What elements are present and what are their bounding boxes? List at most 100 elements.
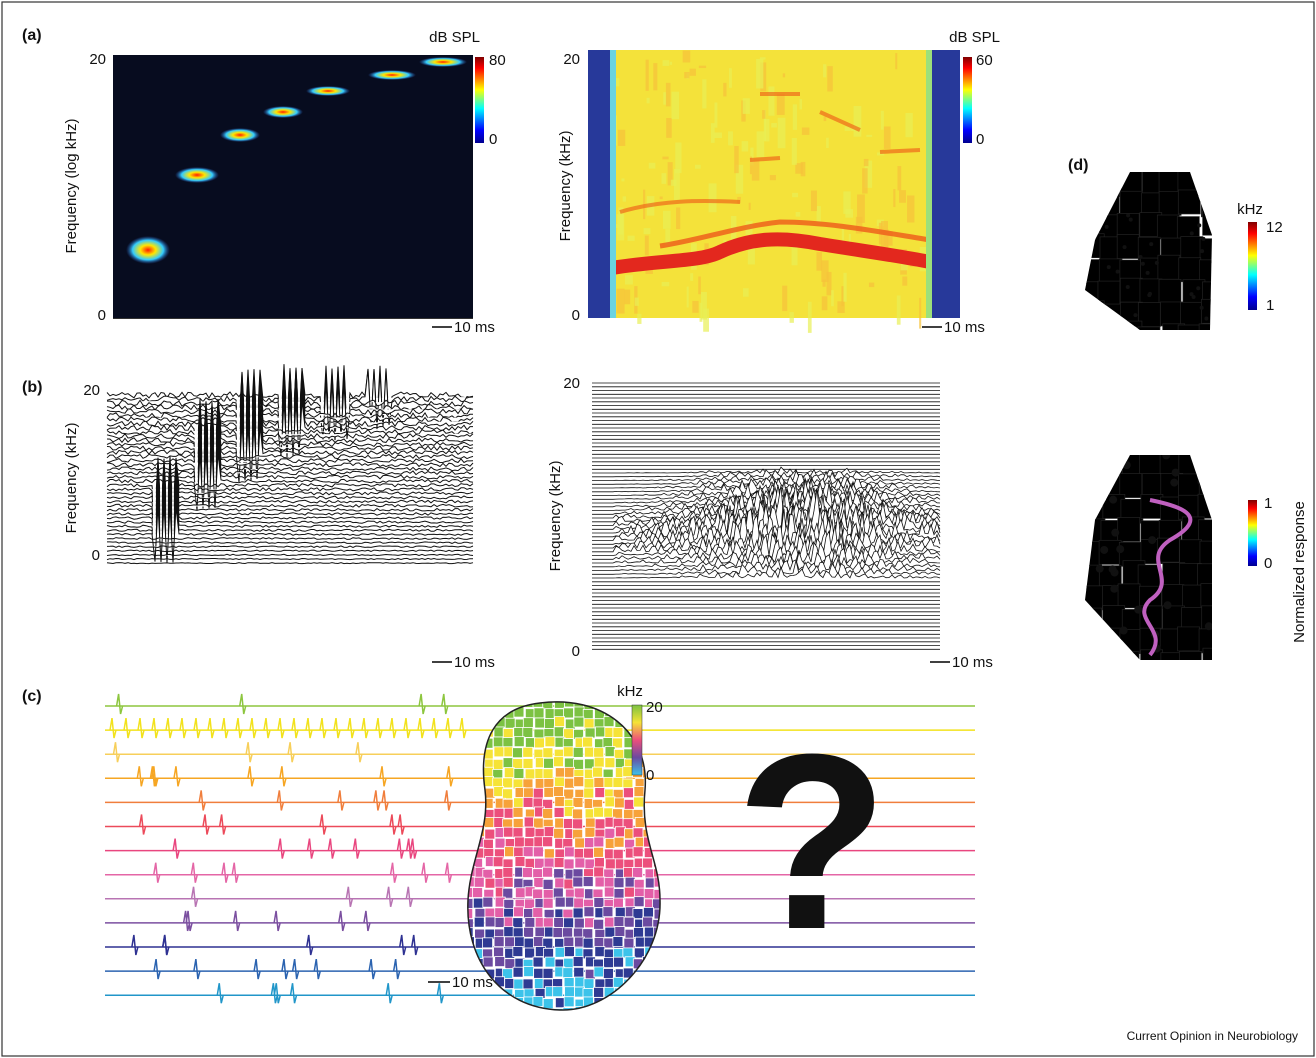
y-tick: 20 xyxy=(89,51,106,68)
cell xyxy=(398,139,413,151)
cell xyxy=(1120,474,1142,498)
cell xyxy=(604,938,614,948)
cell xyxy=(1078,191,1100,215)
spike xyxy=(236,718,242,738)
cell xyxy=(338,247,353,259)
cell xyxy=(654,808,664,818)
cell xyxy=(143,283,158,295)
cell xyxy=(623,788,633,798)
spike xyxy=(320,718,326,738)
cell xyxy=(643,907,653,917)
cell xyxy=(218,79,233,91)
streak xyxy=(663,60,670,66)
cell xyxy=(458,163,473,175)
cell xyxy=(615,827,625,837)
colorbar-tick: 0 xyxy=(646,767,654,784)
cell xyxy=(594,867,604,877)
cell xyxy=(278,223,293,235)
cell xyxy=(513,967,523,977)
cell xyxy=(1120,321,1142,345)
cell xyxy=(218,235,233,247)
streak xyxy=(897,295,901,324)
cell xyxy=(398,307,413,319)
spike xyxy=(174,766,180,786)
cell xyxy=(293,91,308,103)
cell xyxy=(278,151,293,163)
recording-site xyxy=(1093,476,1101,484)
streak xyxy=(635,298,639,306)
cell xyxy=(513,928,523,938)
cell xyxy=(413,187,428,199)
cell xyxy=(413,295,428,307)
cell xyxy=(308,175,323,187)
cell xyxy=(505,718,515,728)
spike xyxy=(376,718,382,738)
spike xyxy=(447,766,453,786)
cell xyxy=(1138,327,1160,351)
scale-bar-label: 10 ms xyxy=(944,319,985,336)
cell xyxy=(323,283,338,295)
cell xyxy=(594,938,604,948)
cell xyxy=(263,55,278,67)
cell xyxy=(233,115,248,127)
cell xyxy=(1100,451,1122,475)
cell xyxy=(655,978,665,988)
cell xyxy=(495,838,505,848)
cell xyxy=(128,55,143,67)
cell xyxy=(248,283,263,295)
cell xyxy=(383,175,398,187)
cell xyxy=(323,151,338,163)
cell xyxy=(128,271,143,283)
cell xyxy=(443,91,458,103)
cell xyxy=(293,115,308,127)
cell xyxy=(308,187,323,199)
cell xyxy=(233,283,248,295)
cell xyxy=(544,787,554,797)
cell xyxy=(573,928,583,938)
cell xyxy=(323,271,338,283)
y-label: Frequency (kHz) xyxy=(63,423,80,534)
y-label: Frequency (kHz) xyxy=(557,131,574,242)
cell xyxy=(645,989,655,999)
cell xyxy=(605,927,615,937)
streak xyxy=(895,53,897,69)
cell xyxy=(413,79,428,91)
cell xyxy=(338,295,353,307)
cell xyxy=(1203,648,1225,672)
streak xyxy=(743,288,749,297)
cell xyxy=(458,271,473,283)
cell xyxy=(554,917,564,927)
tone xyxy=(419,57,467,67)
cell xyxy=(263,187,278,199)
figure: (a) (b) (c) (d) dB SPL 80 0 20 0 Frequen… xyxy=(0,0,1316,1058)
spike xyxy=(154,863,160,883)
cell xyxy=(398,103,413,115)
cell xyxy=(128,151,143,163)
cell xyxy=(544,758,554,768)
cell xyxy=(574,717,584,727)
strip xyxy=(932,50,960,318)
cell xyxy=(248,247,263,259)
recording-site xyxy=(1096,565,1104,573)
cell xyxy=(574,967,584,977)
cell xyxy=(574,849,584,859)
cell xyxy=(533,997,543,1007)
cell xyxy=(443,79,458,91)
cell xyxy=(493,998,503,1008)
cell xyxy=(113,283,128,295)
cell xyxy=(368,235,383,247)
cell xyxy=(173,103,188,115)
cell xyxy=(218,283,233,295)
cell xyxy=(645,757,655,767)
cell xyxy=(473,717,483,727)
streak xyxy=(816,252,822,271)
cell xyxy=(635,937,645,947)
cell xyxy=(1101,322,1123,346)
cell xyxy=(575,838,585,848)
cell xyxy=(555,897,565,907)
cell xyxy=(594,919,604,929)
cell xyxy=(158,151,173,163)
cell xyxy=(1178,190,1200,214)
cell xyxy=(523,747,533,757)
cell xyxy=(514,798,524,808)
